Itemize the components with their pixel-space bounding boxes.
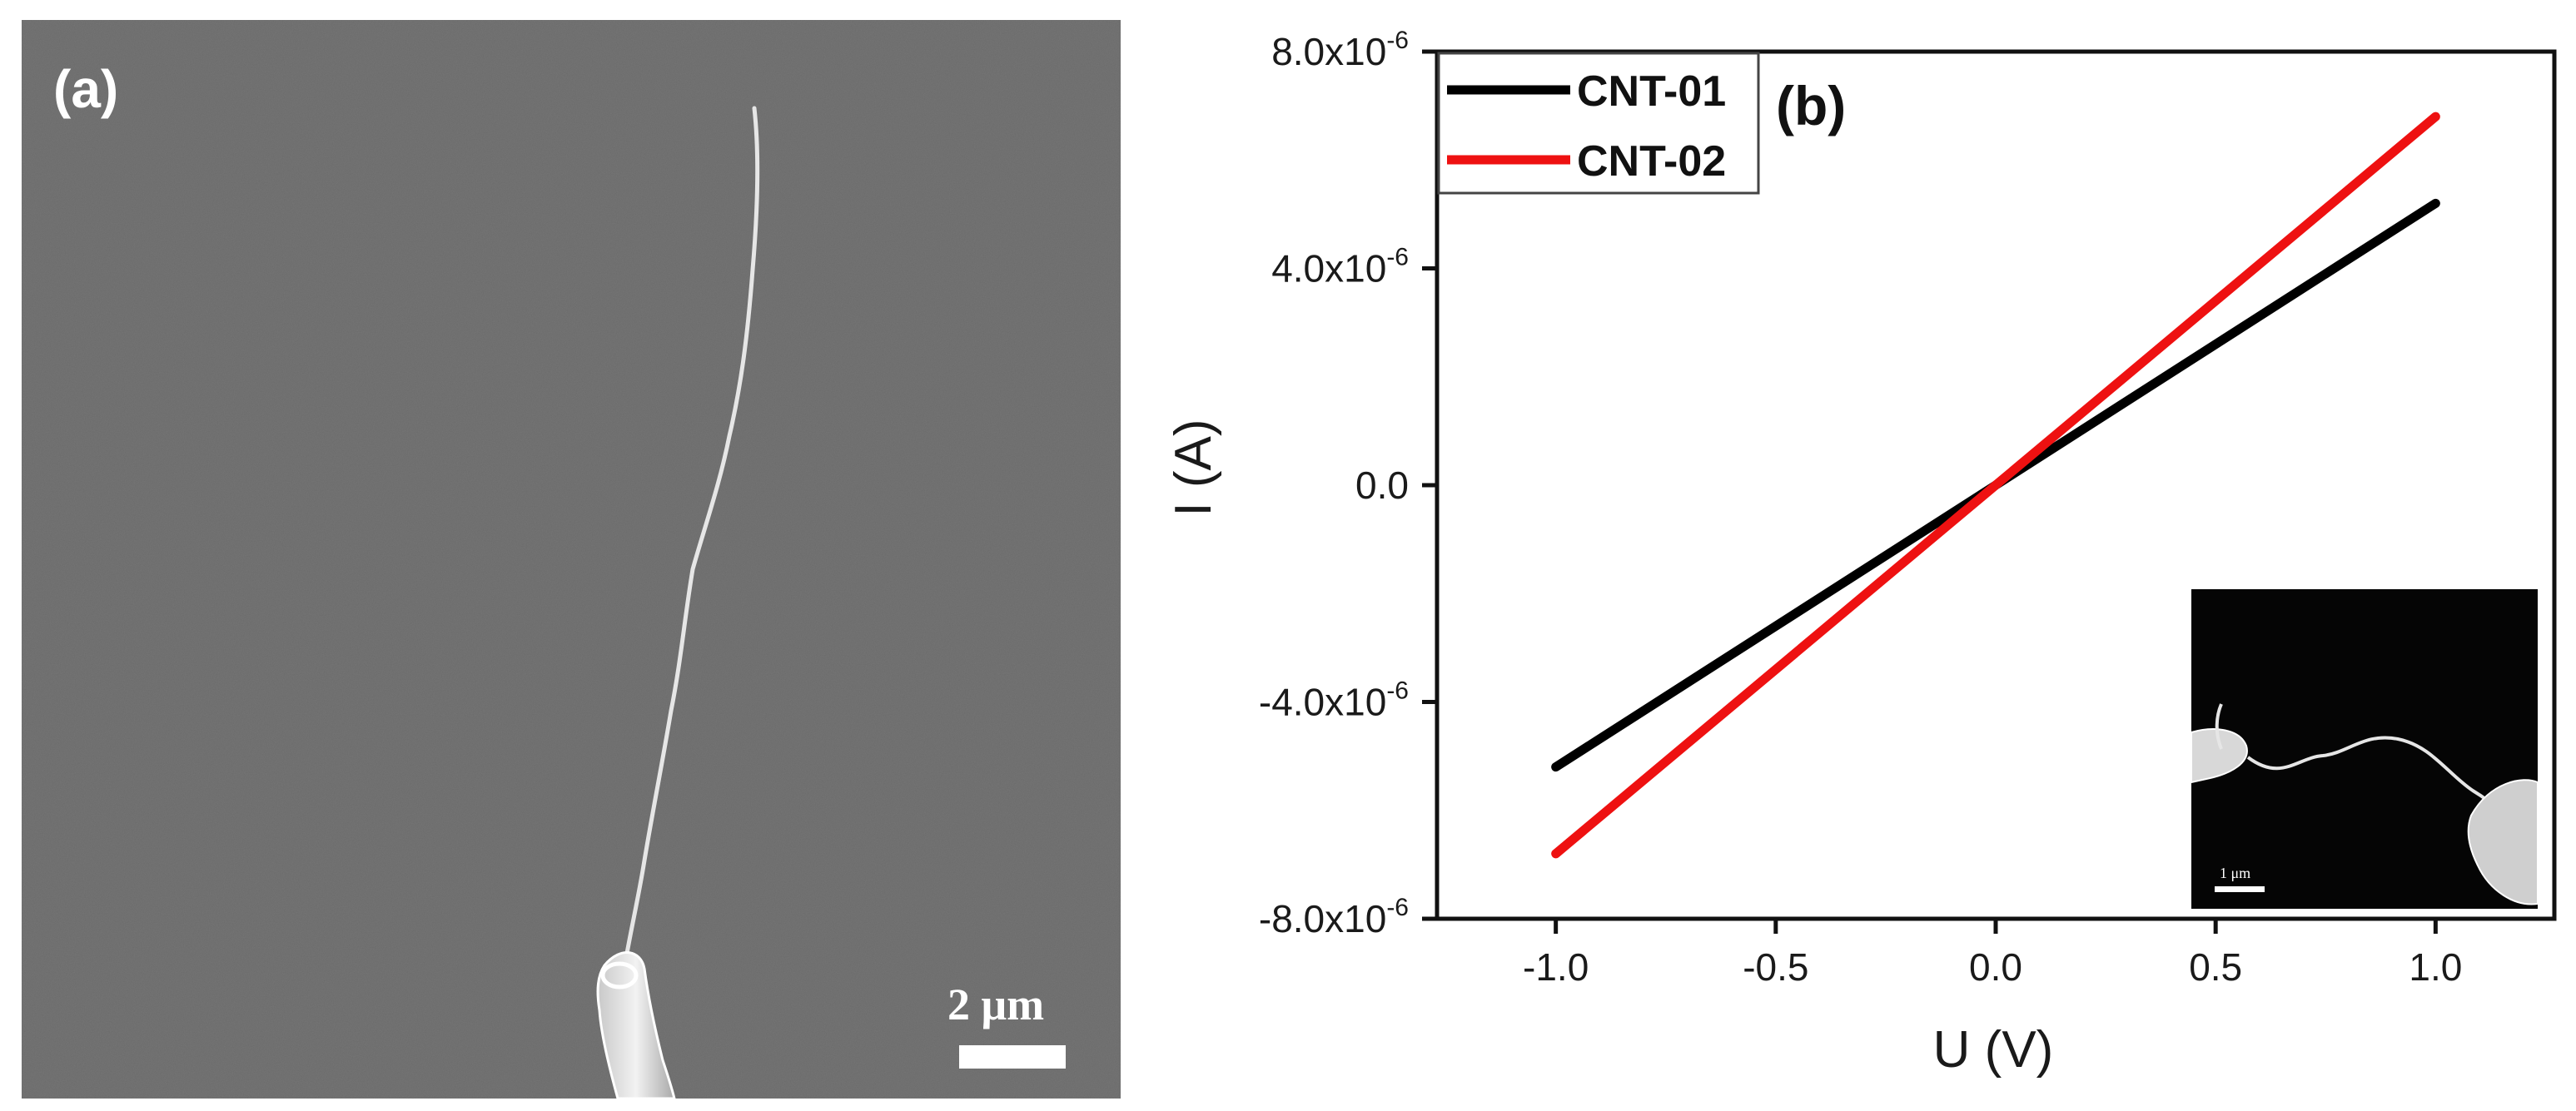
- x-tick-label: -0.5: [1743, 945, 1808, 989]
- scale-bar-label: 2 μm: [947, 980, 1045, 1029]
- x-tick-label: 0.5: [2189, 945, 2242, 989]
- nanotube-base: [596, 951, 676, 1100]
- sem-image-panel: (a) 2 μm: [22, 20, 1121, 1100]
- series-line-cnt-02: [1551, 112, 2440, 859]
- legend-label: CNT-01: [1577, 67, 1726, 116]
- x-tick-label: 0.0: [1969, 945, 2022, 989]
- nanotube-fiber: [620, 106, 760, 980]
- panel-a-label: (a): [53, 59, 119, 119]
- y-tick-label: 8.0x10-6: [1271, 27, 1409, 73]
- legend: CNT-01 CNT-02: [1437, 52, 1760, 195]
- y-axis-label: I (A): [1165, 419, 1222, 516]
- x-tick-label: -1.0: [1523, 945, 1589, 989]
- y-tick-label: 4.0x10-6: [1271, 244, 1409, 290]
- inset-scale-label: 1 μm: [2220, 865, 2250, 881]
- legend-label: CNT-02: [1577, 137, 1726, 186]
- x-axis-label: U (V): [1933, 1021, 2054, 1079]
- y-tick-label: -8.0x10-6: [1259, 894, 1409, 940]
- y-tick-label: 0.0: [1355, 464, 1409, 507]
- sem-image: [22, 20, 1121, 1100]
- scale-bar: [959, 1045, 1066, 1069]
- x-tick-label: 1.0: [2409, 945, 2462, 989]
- panel-b-label: (b): [1776, 75, 1846, 136]
- inset-image: 1 μm: [2191, 589, 2539, 909]
- y-tick-label: -4.0x10-6: [1259, 677, 1409, 724]
- legend-box: [1437, 52, 1760, 195]
